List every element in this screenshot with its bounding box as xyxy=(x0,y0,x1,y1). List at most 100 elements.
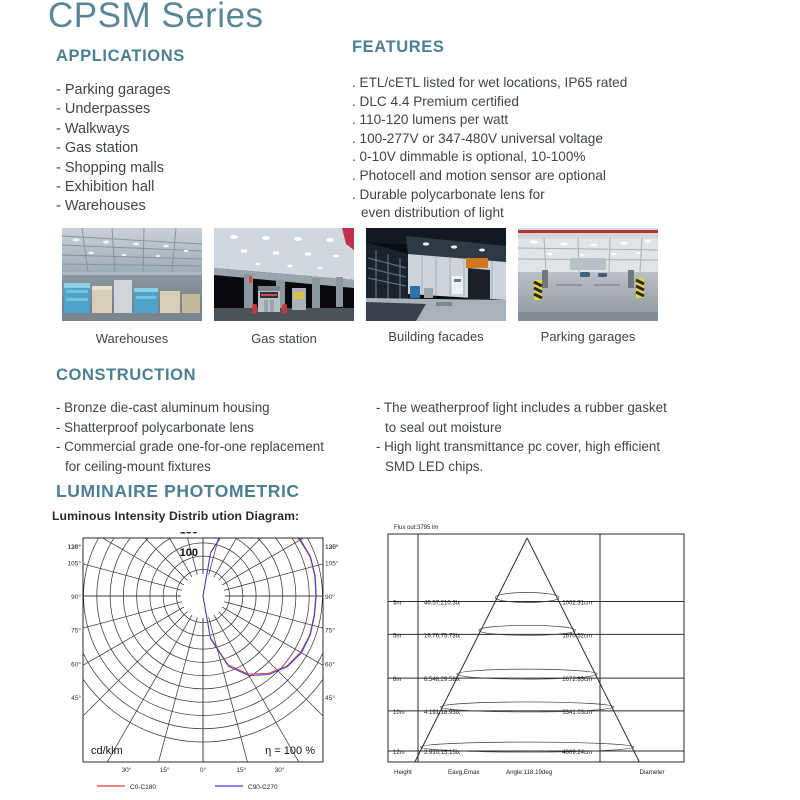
applications-section: APPLICATIONS - Parking garages - Underpa… xyxy=(56,47,346,217)
list-item-text: - Shatterproof polycarbonate lens xyxy=(56,419,255,435)
svg-text:135°: 135° xyxy=(68,543,82,551)
svg-text:150: 150 xyxy=(180,532,198,537)
list-item: - Bronze die-cast aluminum housing xyxy=(56,398,376,418)
photo-caption: Building facades xyxy=(388,329,484,344)
svg-text:15°: 15° xyxy=(236,766,246,774)
svg-text:1002.31cm: 1002.31cm xyxy=(562,600,592,606)
svg-text:105°: 105° xyxy=(68,559,82,567)
list-item: . DLC 4.4 Premium certified xyxy=(352,93,682,112)
list-item: - Shopping malls xyxy=(56,159,164,176)
svg-text:45°: 45° xyxy=(71,694,81,702)
svg-text:5m: 5m xyxy=(393,633,401,639)
applications-heading: APPLICATIONS xyxy=(56,47,185,65)
svg-text:90°: 90° xyxy=(325,593,335,601)
svg-text:75°: 75° xyxy=(71,627,81,635)
photometric-section: LUMINAIRE PHOTOMETRIC xyxy=(56,481,300,502)
svg-text:8m: 8m xyxy=(393,677,401,683)
photo-cell-gas-station: Gas station xyxy=(214,228,354,346)
list-item: . 0-10V dimmable is optional, 10-100% xyxy=(352,148,682,167)
construction-section: CONSTRUCTION - Bronze die-cast aluminum … xyxy=(56,366,696,476)
list-item-text: . 110-120 lumens per watt xyxy=(352,112,509,128)
svg-text:75°: 75° xyxy=(325,627,335,635)
list-item-text: - Commercial grade one-for-one replaceme… xyxy=(56,439,324,455)
list-item-text: . DLC 4.4 Premium certified xyxy=(352,93,519,109)
svg-text:15°: 15° xyxy=(160,766,170,774)
construction-heading: CONSTRUCTION xyxy=(56,366,197,384)
photometric-heading: LUMINAIRE PHOTOMETRIC xyxy=(56,481,300,501)
svg-text:45°: 45° xyxy=(325,694,335,702)
list-item-text: - The weatherproof light includes a rubb… xyxy=(376,400,667,415)
svg-text:12m: 12m xyxy=(393,750,405,756)
list-item: - The weatherproof light includes a rubb… xyxy=(376,398,696,437)
features-list: . ETL/cETL listed for wet locations, IP6… xyxy=(352,74,682,223)
list-item: - Parking garages xyxy=(56,82,171,98)
list-item-continuation: to seal out moisture xyxy=(385,419,502,435)
svg-text:100: 100 xyxy=(180,547,198,559)
list-item: - Exhibition hall xyxy=(56,179,155,196)
svg-text:6.548,29.58lx: 6.548,29.58lx xyxy=(424,677,460,683)
svg-text:Angle:118.19deg: Angle:118.19deg xyxy=(506,769,553,776)
svg-text:120°: 120° xyxy=(68,543,82,551)
photo-cell-warehouses: Warehouses xyxy=(62,228,202,346)
svg-text:1670.52cm: 1670.52cm xyxy=(562,633,592,639)
svg-text:Eavg,Emax: Eavg,Emax xyxy=(448,769,481,776)
svg-text:60°: 60° xyxy=(325,660,335,668)
svg-text:Diameter: Diameter xyxy=(639,769,664,776)
photo-building-facade xyxy=(366,228,506,321)
svg-text:η = 100 %: η = 100 % xyxy=(265,745,315,757)
list-item-text: . Durable polycarbonate lens for xyxy=(352,186,545,202)
svg-text:30°: 30° xyxy=(275,766,285,774)
list-item: - Warehouses xyxy=(56,198,146,215)
list-item-continuation: SMD LED chips. xyxy=(385,458,484,474)
list-item-text: . 0-10V dimmable is optional, 10-100% xyxy=(352,149,586,165)
list-item: - Commercial grade one-for-one replaceme… xyxy=(56,437,376,476)
list-item-text: . ETL/cETL listed for wet locations, IP6… xyxy=(352,75,628,90)
photo-warehouse xyxy=(62,228,202,321)
features-heading: FEATURES xyxy=(352,38,445,56)
list-item-text: - Bronze die-cast aluminum housing xyxy=(56,400,270,415)
svg-text:4009.24cm: 4009.24cm xyxy=(562,750,592,756)
svg-text:C90-C270: C90-C270 xyxy=(248,784,278,791)
svg-text:2.910,13.15lx: 2.910,13.15lx xyxy=(424,750,460,756)
list-item: - Walkways xyxy=(56,120,130,137)
beam-cone-chart: Flux out:3795 lm 3m 46.57,210.3lx 1002.31cm… xyxy=(378,516,698,784)
application-photo-strip: Warehouses xyxy=(62,228,682,348)
svg-text:16.76,75.73lx: 16.76,75.73lx xyxy=(424,633,460,639)
list-item: - High light transmittance pc cover, hig… xyxy=(376,437,696,476)
svg-text:4.191,18.93lx: 4.191,18.93lx xyxy=(424,710,460,716)
photo-gas-station xyxy=(214,228,354,321)
list-item: . Durable polycarbonate lens for even di… xyxy=(352,186,682,223)
intensity-diagram-title: Luminous Intensity Distrib ution Diagram… xyxy=(52,509,300,523)
svg-text:10m: 10m xyxy=(393,710,405,716)
photo-parking-garage xyxy=(518,228,658,321)
list-item-text: . 100-277V or 347-480V universal voltage xyxy=(352,130,603,146)
svg-text:30°: 30° xyxy=(121,766,131,774)
svg-text:2672.83cm: 2672.83cm xyxy=(562,677,592,683)
svg-text:C0-C180: C0-C180 xyxy=(130,784,156,791)
svg-text:cd/klm: cd/klm xyxy=(91,745,123,757)
construction-left-list: - Bronze die-cast aluminum housing - Sha… xyxy=(56,398,376,476)
svg-text:Flux out:3795 lm: Flux out:3795 lm xyxy=(394,525,438,531)
svg-text:Height: Height xyxy=(394,769,412,776)
svg-text:90°: 90° xyxy=(71,593,81,601)
photo-cell-parking-garages: Parking garages xyxy=(518,228,658,344)
photo-cell-building-facades: Building facades xyxy=(366,228,506,344)
svg-text:3341.03cm: 3341.03cm xyxy=(562,710,592,716)
list-item: - Gas station xyxy=(56,140,139,157)
list-item: . Photocell and motion sensor are option… xyxy=(352,167,682,186)
photo-caption: Gas station xyxy=(251,331,317,346)
svg-text:120°: 120° xyxy=(325,543,339,551)
polar-intensity-chart: 100150200250300135°135°120°120°105°105°9… xyxy=(57,532,349,800)
list-item-continuation: even distribution of light xyxy=(361,205,504,221)
list-item: . 100-277V or 347-480V universal voltage xyxy=(352,130,682,149)
list-item-continuation: for ceiling-mount fixtures xyxy=(65,458,211,474)
svg-text:105°: 105° xyxy=(325,559,339,567)
photo-caption: Parking garages xyxy=(540,329,636,344)
list-item-text: . Photocell and motion sensor are option… xyxy=(352,167,606,183)
svg-text:3m: 3m xyxy=(393,600,401,606)
svg-text:0°: 0° xyxy=(200,766,207,774)
construction-right-list: - The weatherproof light includes a rubb… xyxy=(376,398,696,476)
page-title: CPSM Series xyxy=(48,0,264,35)
svg-text:135°: 135° xyxy=(325,543,339,551)
